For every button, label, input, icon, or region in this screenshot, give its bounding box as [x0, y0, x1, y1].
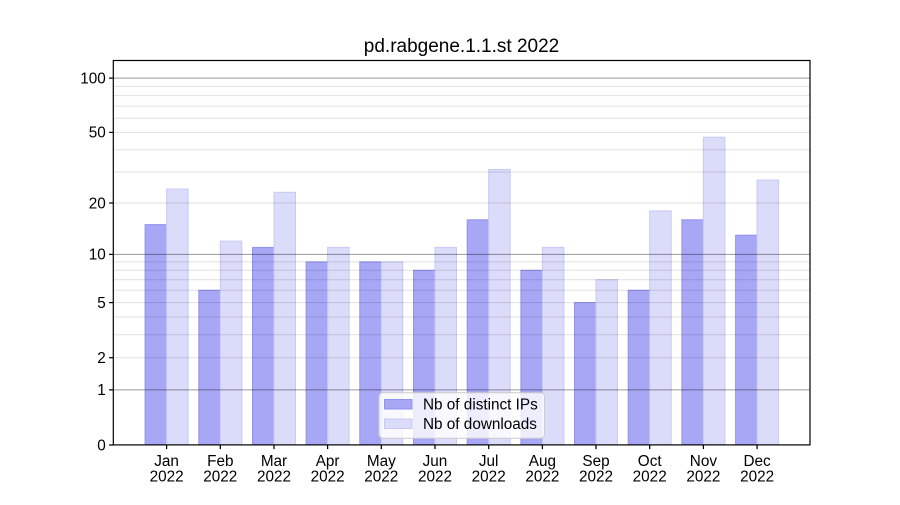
- svg-text:Mar: Mar: [261, 453, 287, 470]
- svg-text:Aug: Aug: [529, 453, 556, 470]
- svg-text:10: 10: [89, 247, 106, 264]
- svg-text:0: 0: [97, 437, 106, 454]
- svg-text:Dec: Dec: [743, 453, 771, 470]
- svg-text:Nb of downloads: Nb of downloads: [423, 416, 537, 433]
- svg-text:Jun: Jun: [423, 453, 448, 470]
- svg-text:5: 5: [97, 295, 106, 312]
- svg-text:50: 50: [89, 125, 106, 142]
- svg-text:Jan: Jan: [154, 453, 179, 470]
- svg-text:100: 100: [80, 70, 106, 87]
- svg-text:2022: 2022: [203, 469, 237, 486]
- svg-text:Nb of distinct IPs: Nb of distinct IPs: [423, 397, 538, 414]
- svg-text:2022: 2022: [150, 469, 184, 486]
- svg-text:2022: 2022: [418, 469, 452, 486]
- svg-text:2022: 2022: [740, 469, 774, 486]
- svg-text:2022: 2022: [579, 469, 613, 486]
- svg-text:2022: 2022: [633, 469, 667, 486]
- svg-text:2022: 2022: [311, 469, 345, 486]
- svg-text:Jul: Jul: [479, 453, 499, 470]
- svg-text:2022: 2022: [525, 469, 559, 486]
- svg-text:1: 1: [97, 382, 106, 399]
- svg-text:Apr: Apr: [316, 453, 340, 470]
- svg-text:2022: 2022: [257, 469, 291, 486]
- svg-text:20: 20: [89, 195, 106, 212]
- svg-text:2022: 2022: [364, 469, 398, 486]
- svg-text:May: May: [367, 453, 396, 470]
- svg-text:2022: 2022: [686, 469, 720, 486]
- svg-text:2: 2: [97, 350, 106, 367]
- svg-text:Feb: Feb: [207, 453, 233, 470]
- svg-text:pd.rabgene.1.1.st 2022: pd.rabgene.1.1.st 2022: [364, 36, 559, 57]
- svg-text:2022: 2022: [472, 469, 506, 486]
- svg-text:Nov: Nov: [690, 453, 718, 470]
- svg-text:Oct: Oct: [638, 453, 663, 470]
- svg-text:Sep: Sep: [582, 453, 609, 470]
